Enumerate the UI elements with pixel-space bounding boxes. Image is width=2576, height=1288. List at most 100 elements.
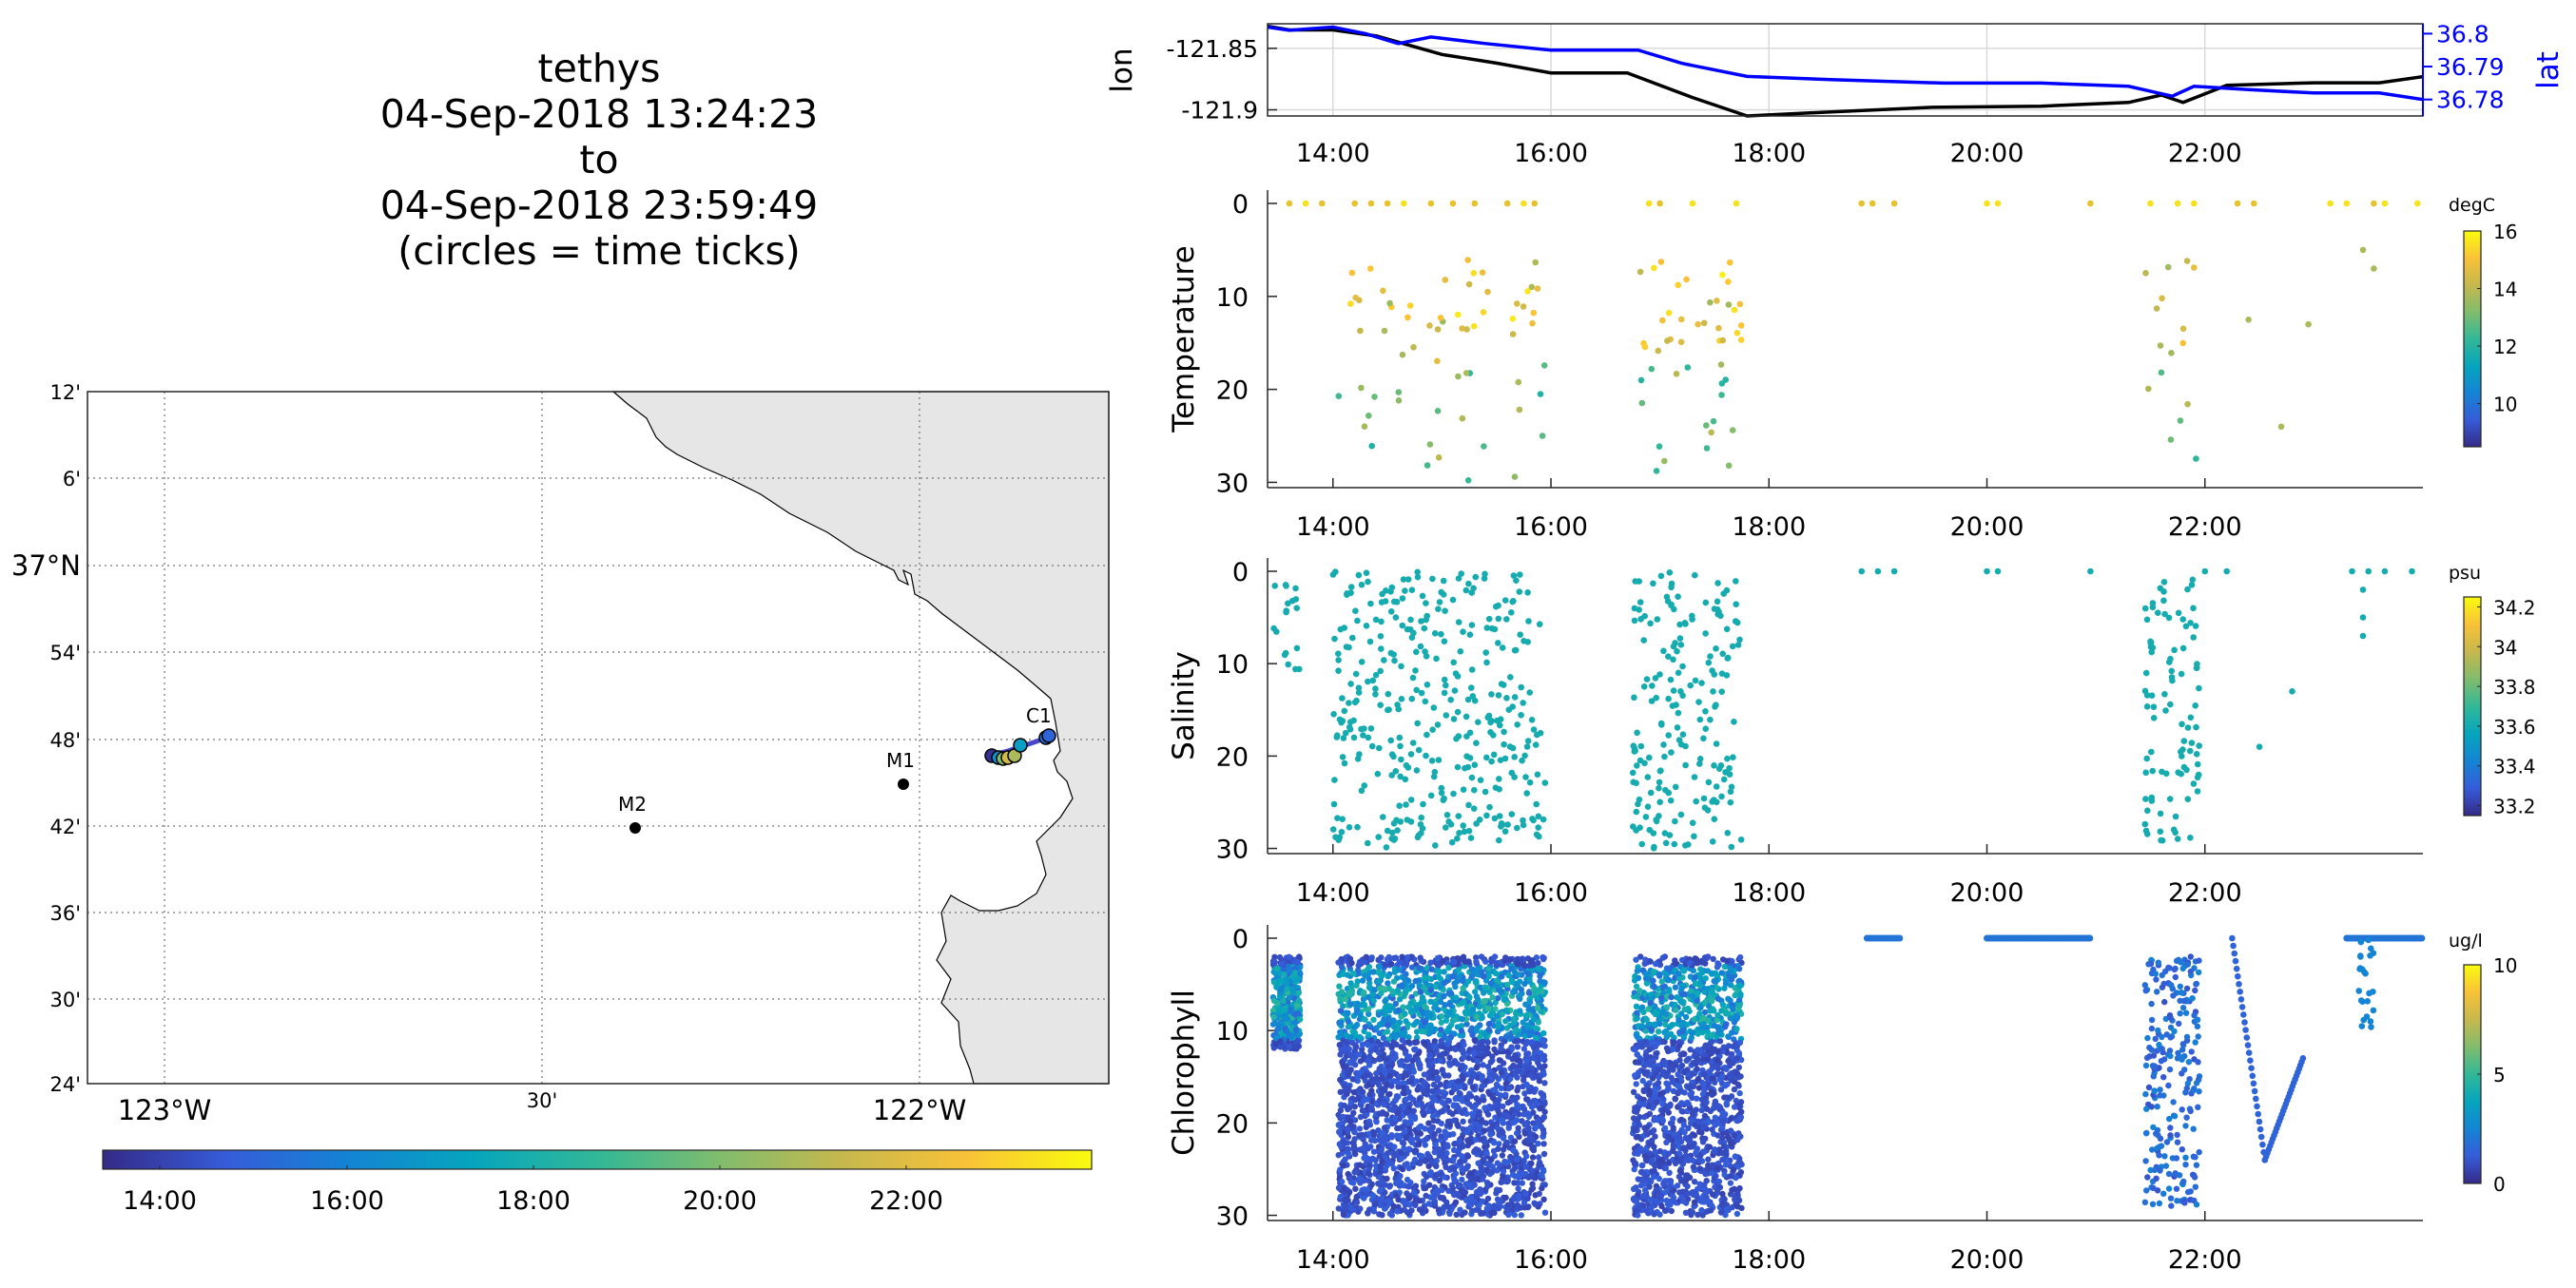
scatter-point [1450,659,1457,666]
scatter-point [1362,1016,1368,1023]
scatter-point [1370,1148,1378,1155]
scatter-point [1701,1009,1709,1016]
scatter-point [1431,1148,1438,1156]
scatter-point [1452,1199,1460,1206]
scatter-point [1721,1196,1728,1202]
scatter-point [1476,1108,1483,1116]
scatter-point [1438,630,1444,638]
scatter-point [1372,671,1380,679]
scatter-point [1412,667,1419,674]
scatter-point [1405,1145,1413,1152]
scatter-point [1540,1196,1547,1203]
scatter-point [1482,1105,1488,1111]
scatter-point [2359,586,2367,593]
scatter-point [1358,659,1365,665]
scatter-point [1400,1085,1407,1091]
scatter-point [1353,1193,1360,1201]
scatter-point [1736,636,1743,644]
scatter-point [1381,1067,1388,1074]
scatter-point [1344,590,1350,597]
scatter-point [1396,967,1404,973]
scatter-point [1351,200,1358,207]
scatter-point [1509,703,1516,710]
scatter-point [1491,625,1499,633]
scatter-point [1666,569,1674,576]
scatter-point [1390,651,1397,658]
scatter-point [1529,1154,1537,1161]
scatter-point [1495,1145,1501,1152]
scatter-point [1270,997,1278,1005]
scatter-point [2165,614,2173,622]
scatter-point [1488,1168,1495,1175]
scatter-point [1504,821,1511,828]
scatter-point [1347,681,1354,687]
scatter-point [1435,1007,1442,1013]
scatter-point [1727,788,1734,796]
scatter-point [1456,1143,1463,1150]
scatter-point [1462,1197,1470,1204]
scatter-point [1511,1164,1519,1172]
scatter-point [1369,969,1377,975]
scatter-point [2143,831,2151,837]
scatter-point [1724,830,1732,836]
scatter-point [1357,1113,1365,1121]
scatter-point [1434,721,1442,728]
scatter-point [1400,1123,1407,1130]
scatter-point [1365,678,1371,685]
scatter-point [1530,1044,1538,1051]
scatter-point [2193,751,2200,758]
scatter-point [1534,285,1541,292]
scatter-point [1421,1079,1427,1086]
scatter-point [1524,1024,1531,1030]
scatter-point [1523,1071,1530,1078]
scatter-point [1505,1125,1512,1131]
scatter-point [1441,676,1448,683]
scatter-point [1403,1018,1409,1025]
scatter-point [1665,732,1672,739]
scatter-point [1520,821,1527,829]
scatter-point [1637,599,1644,606]
scatter-point [1404,954,1411,961]
scatter-point [1400,1140,1407,1147]
scatter-point [1424,731,1430,739]
scatter-point [1524,1195,1531,1202]
scatter-point [1679,731,1687,738]
scatter-point [1671,840,1678,848]
scatter-point [1335,959,1342,966]
scatter-point [1365,413,1372,419]
scatter-point [1398,1044,1404,1050]
scatter-point [2155,609,2161,616]
scatter-point [1633,1003,1640,1010]
scatter-point [1518,712,1524,719]
scatter-point [1460,822,1466,829]
scatter-point [1385,690,1392,698]
scatter-point [1348,269,1356,277]
scatter-point [1660,647,1667,655]
scatter-point [1513,1026,1520,1033]
scatter-point [1368,742,1376,750]
scatter-point [1427,987,1434,993]
scatter-point [1486,1090,1493,1098]
scatter-point [1530,1144,1538,1151]
scatter-point [1464,477,1472,484]
scatter-point [2359,614,2367,621]
scatter-point [1346,1046,1353,1052]
scatter-point [1293,605,1300,611]
scatter-point [1525,990,1533,996]
scatter-point [1515,1084,1521,1091]
scatter-point [1340,1003,1346,1009]
scatter-point [1433,1163,1440,1169]
scatter-point [1354,823,1361,831]
scatter-point [1407,1113,1414,1120]
scatter-point [1395,1073,1402,1081]
scatter-point [1530,726,1538,733]
scatter-point [2178,670,2185,678]
lonlat-x-tick-label: 14:00 [1296,139,1370,168]
scatter-point [1419,825,1426,832]
scatter-point [1479,269,1486,277]
scatter-point [1709,667,1715,674]
colorbar-tick-label: 14 [2493,279,2517,301]
scatter-point [2164,263,2172,271]
scatter-point [1455,813,1462,819]
scatter-point [1702,725,1709,732]
